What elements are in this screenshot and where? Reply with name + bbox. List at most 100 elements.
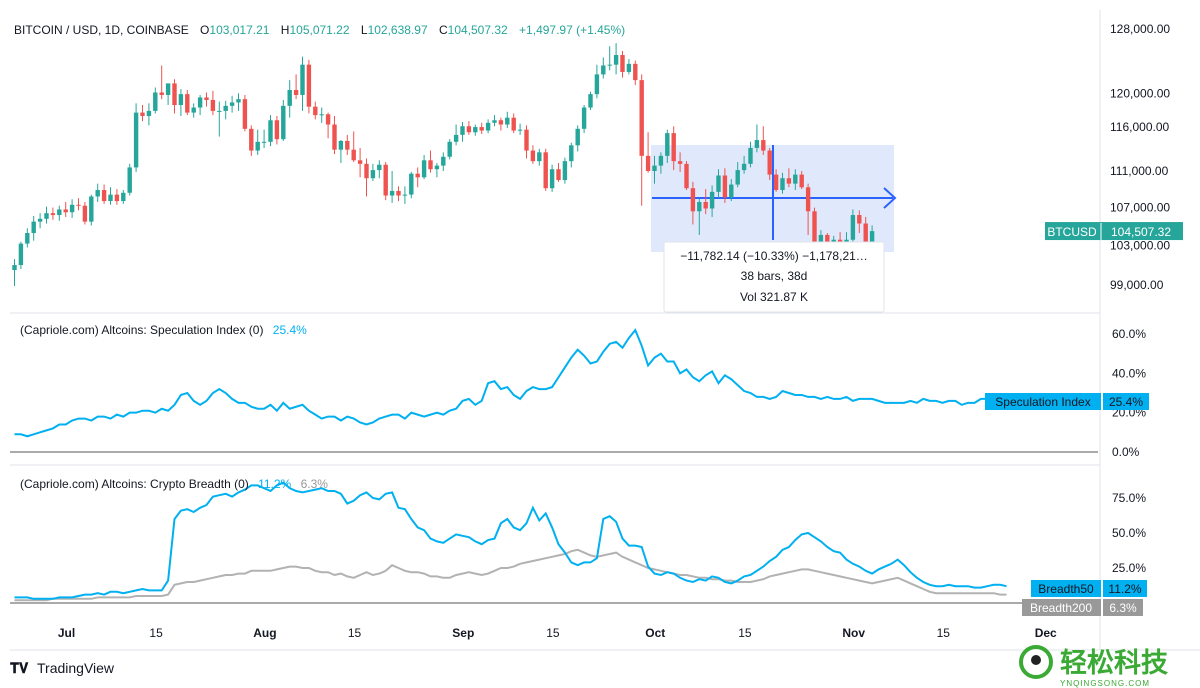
candle [857,210,862,234]
candle [485,119,491,134]
speculation-index-series[interactable] [14,328,1013,438]
candle-body [249,128,254,151]
candle [780,172,785,194]
time-axis-ticks[interactable]: Jul 15 Aug 15 Sep 15 Oct 15 Nov 15 Dec [58,626,1057,640]
candle [466,121,472,135]
tradingview-logo[interactable]: 𝐓𝐕 TradingView [10,660,115,676]
candle-body [812,211,817,260]
candle-body [191,107,196,113]
breadth-legend: (Capriole.com) Altcoins: Crypto Breadth … [20,477,328,491]
time-tick-label: 15 [937,626,951,640]
candle [108,187,113,205]
candle [364,158,369,197]
time-tick-label: Jul [58,626,75,640]
candle [402,186,408,204]
candle-body [274,120,280,140]
candle [479,122,484,134]
spec-label-badge [985,393,1101,410]
candle-body [607,64,612,66]
breadth-tick-label: 50.0% [1112,526,1146,540]
candle [63,201,68,217]
candle [31,215,36,241]
candle-body [575,128,580,146]
candle [383,162,388,201]
candle [767,147,772,181]
arrow-right-icon [883,187,897,209]
candle [25,228,30,248]
measure-tooltip [663,241,885,313]
breadth-series[interactable] [14,481,1007,602]
breadth-axis-ticks[interactable]: 75.0% 50.0% 25.0% [1112,491,1146,575]
candle [652,155,657,184]
candle [505,111,510,128]
breadth-tick-label: 75.0% [1112,491,1146,505]
candle [729,179,734,202]
spec-badge-label: Speculation Index [995,395,1090,409]
candle-body [709,191,715,209]
candle-body [863,223,868,246]
candle-body [665,133,670,156]
candle-body [658,155,664,166]
candle [76,198,81,211]
candle-body [370,170,376,179]
candle-body [261,141,267,143]
candle [409,171,414,199]
candle [249,125,254,156]
candle [607,46,612,71]
candle-body [159,92,164,95]
candle-body [569,145,574,162]
symbol-label: BITCOIN / USD, 1D, COINBASE [14,23,189,37]
candle [82,201,88,225]
candle [748,141,753,168]
candle [428,150,433,173]
price-tick-label: 107,000.00 [1110,201,1170,215]
time-tick-label: Oct [645,626,665,640]
watermark: 轻松科技 YNQINGSONG.COM [1019,645,1168,688]
candle-body [773,174,779,191]
candle [178,89,184,116]
candle-body [594,74,600,95]
candle [441,152,446,171]
spec-tick-label: 40.0% [1112,366,1146,380]
candle-body [229,102,235,106]
candle-body [76,204,81,206]
candle [665,129,670,163]
candle [306,59,312,114]
candle-body [447,141,452,157]
candle-body [748,147,753,164]
time-tick-label: 15 [546,626,560,640]
candle-body [351,149,356,161]
candle-body [690,188,696,212]
candle [89,194,94,226]
candle-body [82,205,88,222]
watermark-url: YNQINGSONG.COM [1060,679,1150,688]
candle [396,186,401,202]
candle-body [562,161,568,181]
candle-body [786,178,792,184]
candle [338,140,344,163]
candle-body [473,127,478,133]
candle-body [293,89,299,95]
price-candles[interactable] [12,43,875,287]
candle-body [223,105,228,111]
spec-legend: (Capriole.com) Altcoins: Speculation Ind… [20,323,307,337]
candle [569,142,574,168]
candle [741,155,747,174]
price-axis-ticks[interactable]: 128,000.00 120,000.00 116,000.00 111,000.00… [1110,22,1170,292]
candle [460,121,465,142]
candle [722,168,728,203]
candle-body [799,174,804,188]
breadth50-line [14,481,1007,600]
candle-body [588,94,593,108]
candle-body [204,97,209,100]
candle [153,87,158,114]
candle [786,168,792,188]
candle-body [242,99,248,129]
candle-body [524,129,529,151]
time-tick-label: Aug [253,626,276,640]
candle [261,129,267,148]
time-tick-label: 15 [348,626,362,640]
candle-body [217,110,222,112]
candle-body [805,187,811,212]
